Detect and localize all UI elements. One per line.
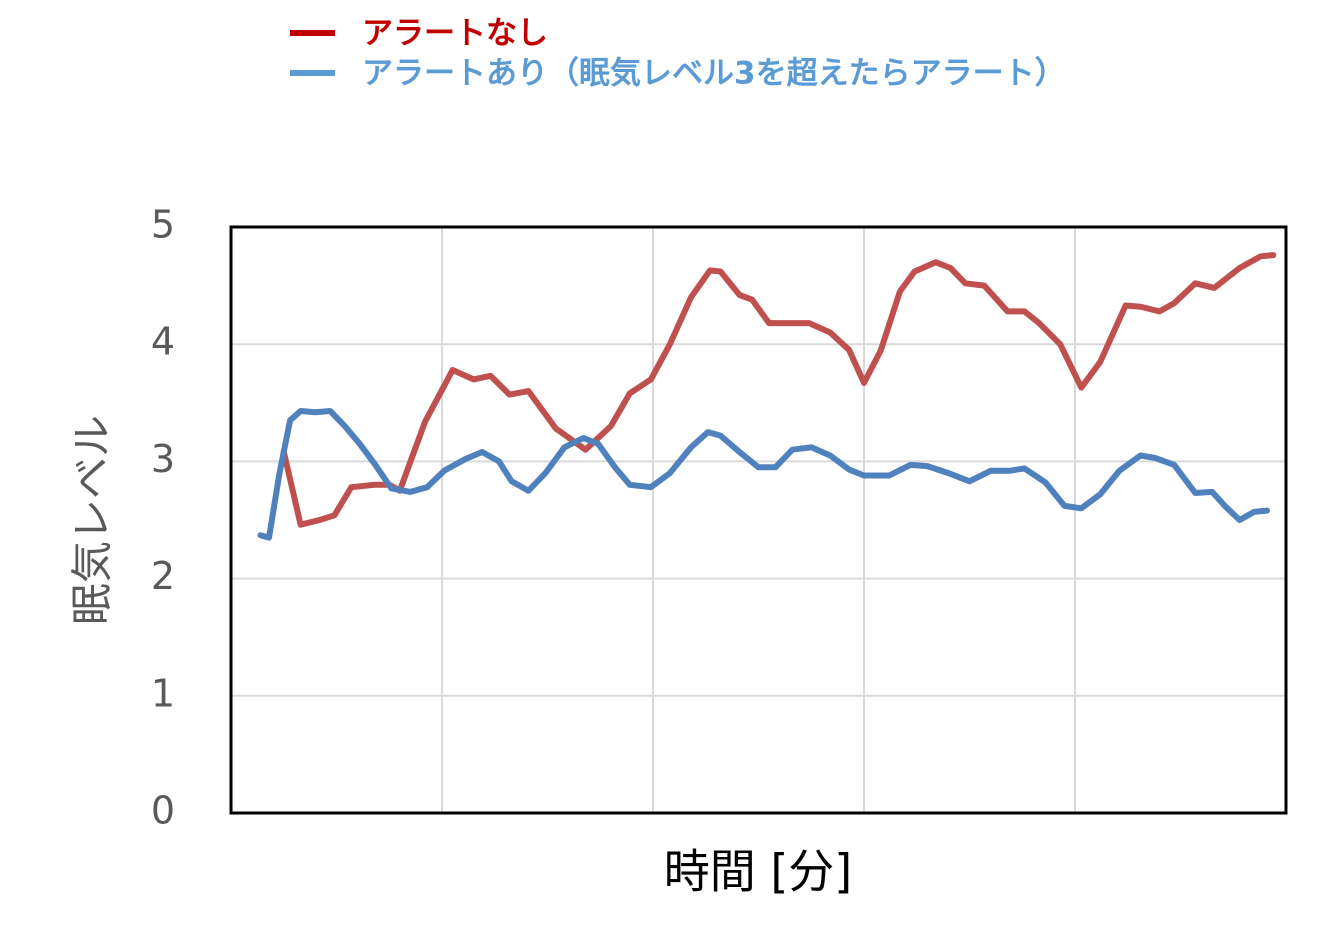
y-tick-label: 1	[151, 671, 175, 715]
plot-frame	[229, 225, 1288, 815]
y-tick-label: 2	[151, 554, 175, 598]
x-axis-label: 時間 [分]	[664, 845, 853, 899]
line-series	[280, 252, 1277, 528]
line-series	[257, 408, 1270, 541]
y-tick-label: 4	[151, 320, 175, 364]
y-tick-label: 3	[151, 437, 175, 481]
legend-label: アラートなし	[362, 16, 548, 52]
legend-label: アラートあり（眠気レベル3を超えたらアラート）	[362, 56, 1066, 92]
y-axis-label: 眠気レベル	[68, 415, 117, 625]
y-tick-label: 5	[151, 203, 175, 247]
y-tick-label: 0	[151, 789, 175, 833]
